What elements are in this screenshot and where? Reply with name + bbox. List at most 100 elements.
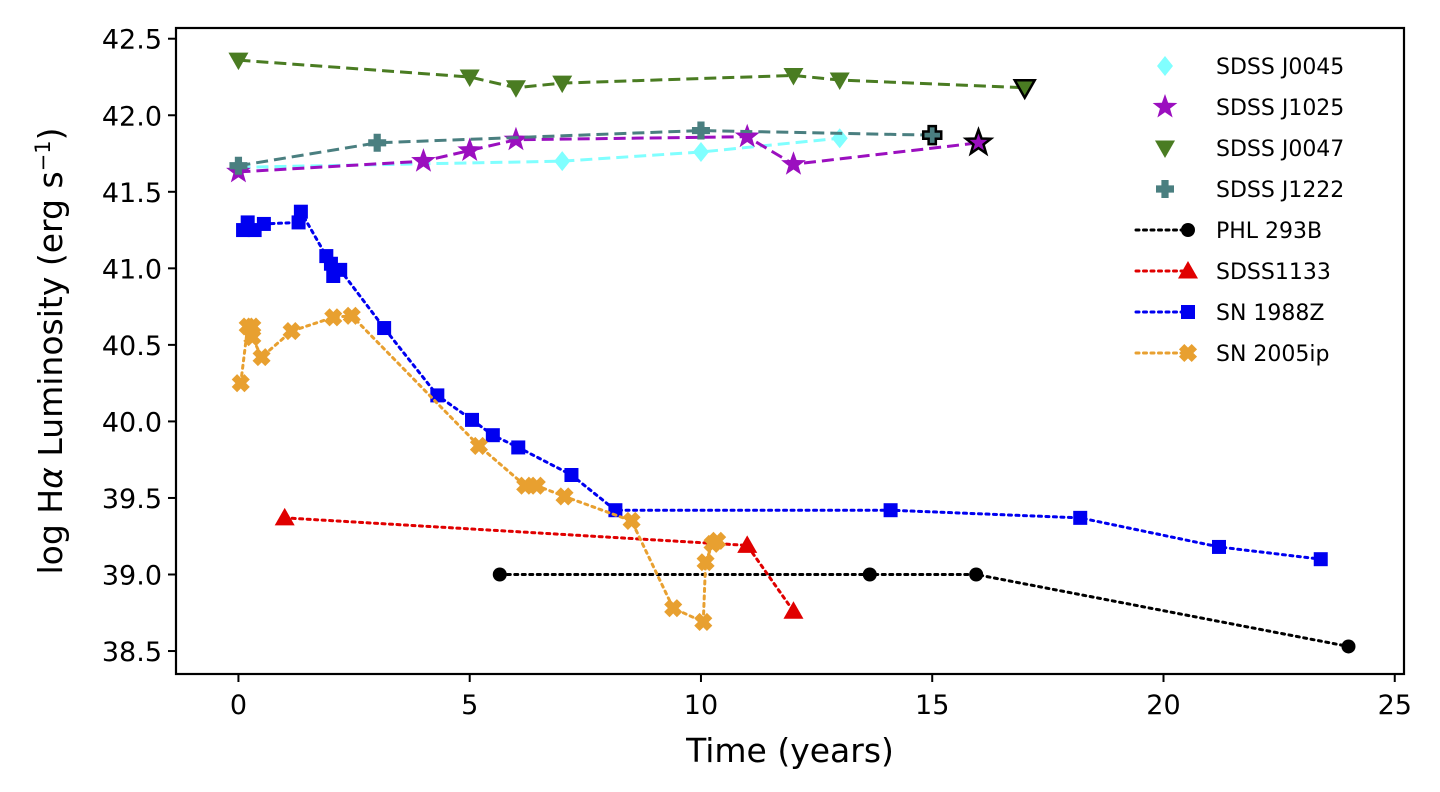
data-point-sn-2005ip [231,374,250,393]
y-tick-label: 40.5 [102,331,162,362]
legend-label-sdss-j0047: SDSS J0047 [1216,137,1344,162]
plot-frame [174,26,1406,676]
y-tick-label: 41.0 [102,254,162,285]
data-point-sn-2005ip [342,306,361,325]
legend-entry-phl-293b: PHL 293B [1134,219,1322,244]
data-point-sn-2005ip [696,553,715,572]
data-point-sn-2005ip [252,348,271,367]
data-point-sn-1988z [1073,510,1088,525]
data-point-sn-1988z [883,503,898,518]
data-point-sdss-j0047 [459,69,480,87]
series-sdss-j1222 [229,121,943,175]
data-point-phl-293b [1341,639,1356,654]
data-point-sn-2005ip [282,322,301,341]
legend-label-sdss-j1025: SDSS J1025 [1216,96,1344,121]
data-point-sn-1988z [377,321,392,336]
data-point-sdss1133 [783,601,804,619]
data-point-sn-2005ip [324,308,343,327]
x-tick-label: 10 [684,690,718,721]
data-point-phl-293b [862,567,877,582]
data-point-sdss-j0045 [692,141,709,162]
legend: SDSS J0045 SDSS J1025 SDSS J0047 SDSS J1222… [1134,55,1344,367]
data-point-sn-1988z [333,262,348,277]
data-point-sn-1988z [1313,552,1328,567]
y-axis-label-prefix: log H [31,489,70,575]
data-point-sn-2005ip [622,511,641,530]
y-tick-label: 40.0 [102,407,162,438]
data-point-sn-1988z [256,216,271,231]
data-point-sdss-j0047 [783,67,804,86]
data-point-sn-2005ip [694,612,713,631]
series-line-sdss-j1222 [238,129,933,168]
data-point-sn-2005ip [664,599,683,618]
legend-entry-sn-1988z: SN 1988Z [1134,301,1324,326]
legend-marker-sdss-j0045 [1157,56,1173,76]
data-point-sdss-j0047 [1012,78,1037,101]
series-line-sn-1988z [241,207,1323,561]
legend-label-sn-1988z: SN 1988Z [1216,301,1324,326]
y-axis-label-superscript: −1 [31,140,55,171]
data-point-sn-1988z [465,412,480,427]
y-axis-label-suffix: ) [31,128,70,141]
data-point-sdss-j0047 [505,80,526,98]
legend-label-phl-293b: PHL 293B [1216,219,1322,244]
y-tick-label: 39.0 [102,560,162,591]
series-line-phl-293b [498,573,1350,648]
data-point-sn-1988z [511,440,526,455]
data-point-sn-2005ip [527,476,546,495]
data-point-sdss-j1025 [781,151,806,175]
data-point-sdss-j1025 [457,137,483,161]
legend-entry-sdss-j0045: SDSS J0045 [1157,55,1344,80]
legend-entry-sdss-j1025: SDSS J1025 [1152,94,1344,121]
data-point-sn-1988z [485,428,500,443]
data-point-phl-293b [492,567,507,582]
y-tick-label: 42.5 [102,25,162,56]
series-sdss1133 [274,507,804,619]
x-tick-label: 20 [1146,690,1180,721]
y-tick-label: 39.5 [102,484,162,515]
data-point-sn-1988z [293,204,308,219]
legend-entry-sdss-j1222: SDSS J1222 [1156,178,1344,203]
data-point-sdss-j0047 [829,72,850,91]
data-point-sdss1133 [274,507,295,526]
legend-marker-sdss-j0047 [1155,140,1175,158]
series-sn-2005ip [231,306,727,631]
legend-label-sdss1133: SDSS1133 [1216,260,1331,285]
y-axis-label: log Hα Luminosity (erg s−1) [31,128,70,575]
data-point-sn-2005ip [469,436,488,455]
y-tick-label: 42.0 [102,101,162,132]
data-point-sdss-j1222 [368,133,387,152]
legend-marker-phl-293b [1181,223,1195,237]
legend-entry-sdss1133: SDSS1133 [1134,260,1331,285]
data-point-sn-1988z [1211,539,1226,554]
y-tick-label: 41.5 [102,178,162,209]
data-point-sdss-j0047 [552,75,573,94]
data-point-sn-1988z [291,215,306,230]
x-tick-label: 25 [1378,690,1412,721]
legend-entry-sdss-j0047: SDSS J0047 [1155,137,1344,162]
series-sdss-j0047 [228,52,1037,101]
legend-label-sdss-j0045: SDSS J0045 [1216,55,1344,80]
x-tick-label: 0 [230,690,247,721]
data-point-sdss-j1222 [229,156,248,175]
y-axis-label-alpha: α [31,467,70,489]
data-point-sdss-j1025 [411,148,436,172]
data-point-sdss1133 [737,535,758,553]
legend-label-sn-2005ip: SN 2005ip [1216,342,1329,367]
y-tick-label: 38.5 [102,637,162,668]
y-axis-label-middle: Luminosity (erg s [31,171,70,467]
x-axis-label: Time (years) [685,731,894,770]
series-layer [226,52,1356,654]
data-point-sn-1988z [564,467,579,482]
axis-ticks: 0 5 10 15 20 25 38.5 39.0 39.5 40.0 40.5 41.0 41.5 42… [102,25,1412,721]
data-point-sdss-j1222 [691,121,710,140]
data-point-sn-1988z [430,388,445,403]
data-point-sdss-j1025 [962,126,995,157]
data-point-sn-2005ip [243,328,262,347]
series-line-sdss-j0045 [238,136,840,169]
legend-marker-sn-1988z [1181,305,1195,319]
data-point-sn-2005ip [708,531,727,550]
data-point-sdss-j0047 [228,52,249,71]
